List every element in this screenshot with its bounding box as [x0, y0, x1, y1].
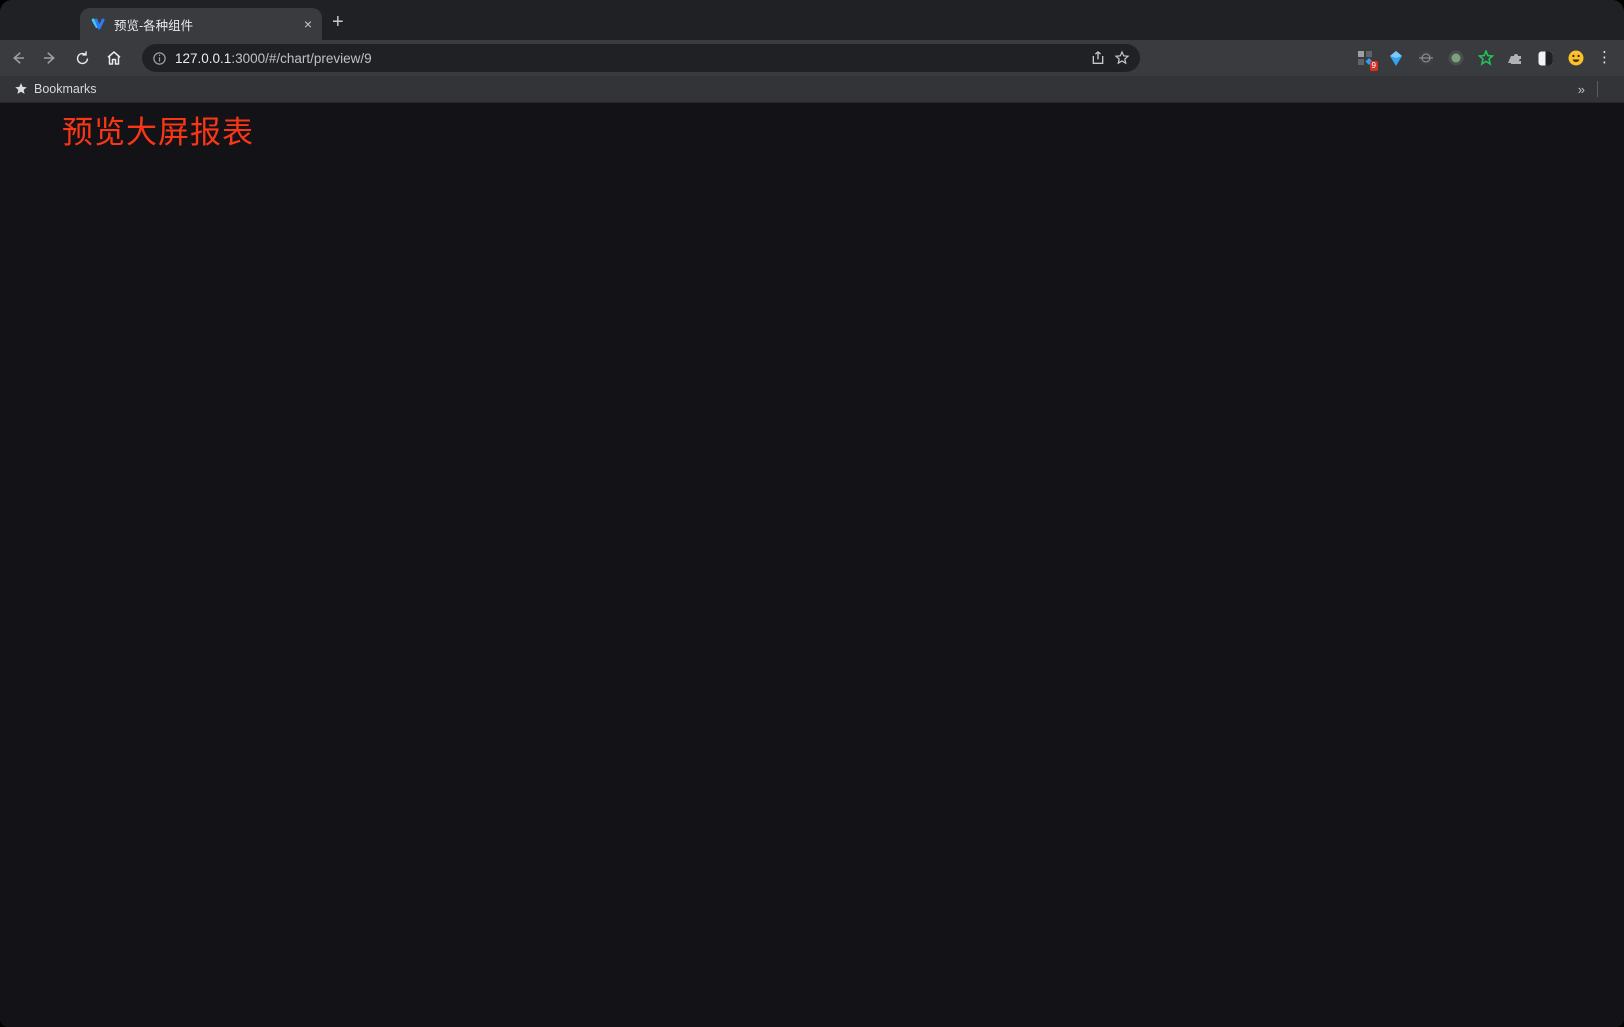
site-info-icon[interactable]: [152, 51, 167, 66]
page-title: 预览大屏报表: [62, 115, 254, 150]
new-tab-button[interactable]: +: [332, 11, 344, 33]
reload-icon[interactable]: [68, 44, 96, 72]
forward-icon[interactable]: [36, 44, 64, 72]
address-bar[interactable]: 127.0.0.1:3000/#/chart/preview/9: [142, 44, 1140, 72]
extension-contrast-icon[interactable]: [1537, 50, 1554, 67]
window-maximize-button[interactable]: [52, 16, 64, 28]
extension-puzzle-icon[interactable]: [1507, 50, 1524, 67]
dashboard-page: 预览大屏报表: [0, 103, 1624, 1027]
star-icon: [15, 83, 27, 94]
share-icon[interactable]: [1090, 50, 1106, 66]
extensions-row: 9: [1357, 44, 1584, 72]
extension-grid-icon[interactable]: 9: [1357, 50, 1378, 71]
home-icon[interactable]: [100, 44, 128, 72]
extension-globe-icon[interactable]: [1417, 50, 1434, 67]
window-close-button[interactable]: [12, 16, 24, 28]
tab-close-icon[interactable]: ×: [303, 16, 312, 32]
extension-gem-icon[interactable]: [1387, 50, 1404, 67]
extension-badge: 9: [1369, 60, 1378, 71]
tab-strip: 预览-各种组件 × +: [0, 0, 1624, 40]
back-icon[interactable]: [4, 44, 32, 72]
browser-toolbar: 127.0.0.1:3000/#/chart/preview/9 9: [0, 40, 1624, 76]
bookmark-star-icon[interactable]: [1114, 50, 1130, 66]
extension-green-star-icon[interactable]: [1477, 50, 1494, 67]
bookmarks-root-item[interactable]: Bookmarks: [14, 82, 97, 96]
bookmarks-bar: Bookmarks »: [0, 76, 1624, 103]
bookmarks-right-group: »: [1578, 81, 1610, 97]
chart-city-progress: [1000, 163, 1400, 395]
browser-menu-icon[interactable]: ⋮: [1597, 49, 1612, 66]
window-minimize-button[interactable]: [32, 16, 44, 28]
bookmarks-separator: [1597, 81, 1598, 97]
browser-tab[interactable]: 预览-各种组件 ×: [80, 8, 322, 40]
url-text[interactable]: 127.0.0.1:3000/#/chart/preview/9: [175, 50, 372, 66]
bookmark-list: Bookmarks: [14, 82, 97, 96]
tab-favicon-icon: [91, 18, 105, 30]
extension-green-dot-icon[interactable]: [1447, 50, 1464, 67]
bookmarks-overflow-chevron[interactable]: »: [1577, 81, 1585, 97]
tab-title: 预览-各种组件: [114, 18, 194, 33]
extension-emoji-icon[interactable]: [1567, 50, 1584, 67]
